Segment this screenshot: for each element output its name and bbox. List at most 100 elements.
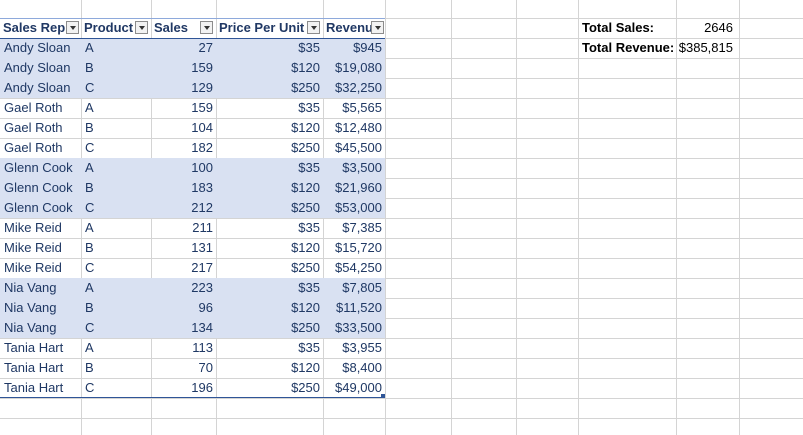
cell-sales-rep[interactable]: Mike Reid: [4, 240, 62, 255]
cell-product[interactable]: B: [85, 180, 94, 195]
cell-product[interactable]: A: [85, 100, 94, 115]
cell-sales[interactable]: 159: [191, 100, 213, 115]
cell-revenue[interactable]: $3,955: [342, 340, 382, 355]
cell-product[interactable]: B: [85, 240, 94, 255]
cell-price[interactable]: $120: [291, 60, 320, 75]
cell-product[interactable]: A: [85, 160, 94, 175]
table-resize-handle[interactable]: [381, 394, 385, 398]
cell-sales[interactable]: 70: [198, 360, 213, 375]
cell-sales[interactable]: 113: [192, 340, 213, 355]
cell-revenue[interactable]: $53,000: [335, 200, 382, 215]
cell-sales-rep[interactable]: Mike Reid: [4, 260, 62, 275]
cell-product[interactable]: A: [85, 280, 94, 295]
cell-sales-rep[interactable]: Andy Sloan: [4, 60, 71, 75]
cell-revenue[interactable]: $21,960: [335, 180, 382, 195]
cell-price[interactable]: $250: [291, 80, 320, 95]
cell-product[interactable]: C: [85, 380, 95, 395]
cell-sales-rep[interactable]: Andy Sloan: [4, 80, 71, 95]
cell-price[interactable]: $35: [298, 220, 320, 235]
cell-product[interactable]: B: [85, 300, 94, 315]
cell-revenue[interactable]: $33,500: [335, 320, 382, 335]
cell-price[interactable]: $35: [298, 280, 320, 295]
cell-sales[interactable]: 212: [191, 200, 213, 215]
cell-revenue[interactable]: $7,385: [342, 220, 382, 235]
cell-product[interactable]: A: [85, 220, 94, 235]
cell-revenue[interactable]: $5,565: [342, 100, 382, 115]
cell-sales-rep[interactable]: Nia Vang: [4, 280, 57, 295]
cell-product[interactable]: C: [85, 140, 95, 155]
cell-revenue[interactable]: $11,520: [335, 300, 382, 315]
cell-price[interactable]: $120: [291, 300, 320, 315]
cell-price[interactable]: $120: [291, 360, 320, 375]
cell-sales-rep[interactable]: Nia Vang: [4, 320, 57, 335]
cell-sales-rep[interactable]: Glenn Cook: [4, 200, 73, 215]
cell-revenue[interactable]: $49,000: [335, 380, 382, 395]
cell-sales-rep[interactable]: Andy Sloan: [4, 40, 71, 55]
cell-sales[interactable]: 223: [191, 280, 213, 295]
cell-sales-rep[interactable]: Nia Vang: [4, 300, 57, 315]
cell-sales[interactable]: 182: [191, 140, 213, 155]
cell-sales-rep[interactable]: Gael Roth: [4, 100, 63, 115]
filter-dropdown-icon[interactable]: [307, 21, 320, 34]
cell-sales-rep[interactable]: Tania Hart: [4, 340, 64, 355]
cell-price[interactable]: $35: [298, 340, 320, 355]
cell-sales[interactable]: 104: [191, 120, 213, 135]
cell-sales-rep[interactable]: Tania Hart: [4, 380, 64, 395]
cell-revenue[interactable]: $3,500: [342, 160, 382, 175]
cell-sales-rep[interactable]: Glenn Cook: [4, 160, 73, 175]
cell-sales-rep[interactable]: Mike Reid: [4, 220, 62, 235]
cell-price[interactable]: $120: [291, 120, 320, 135]
cell-revenue[interactable]: $945: [353, 40, 382, 55]
cell-price[interactable]: $35: [298, 40, 320, 55]
cell-product[interactable]: A: [85, 40, 94, 55]
cell-price[interactable]: $250: [291, 260, 320, 275]
cell-revenue[interactable]: $7,805: [342, 280, 382, 295]
cell-sales[interactable]: 183: [191, 180, 213, 195]
cell-sales[interactable]: 196: [191, 380, 213, 395]
cell-sales-rep[interactable]: Glenn Cook: [4, 180, 73, 195]
cell-sales[interactable]: 217: [191, 260, 213, 275]
cell-sales-rep[interactable]: Tania Hart: [4, 360, 64, 375]
cell-price[interactable]: $120: [291, 240, 320, 255]
filter-dropdown-icon[interactable]: [66, 21, 79, 34]
cell-sales[interactable]: 211: [192, 220, 213, 235]
header-revenue[interactable]: Revenu: [323, 18, 385, 38]
cell-product[interactable]: C: [85, 320, 95, 335]
cell-revenue[interactable]: $12,480: [335, 120, 382, 135]
cell-sales-rep[interactable]: Gael Roth: [4, 140, 63, 155]
filter-dropdown-icon[interactable]: [200, 21, 213, 34]
cell-sales[interactable]: 131: [191, 240, 213, 255]
cell-sales[interactable]: 27: [198, 40, 213, 55]
cell-price[interactable]: $250: [291, 140, 320, 155]
cell-revenue[interactable]: $8,400: [342, 360, 382, 375]
cell-price[interactable]: $120: [291, 180, 320, 195]
cell-price[interactable]: $250: [291, 380, 320, 395]
cell-product[interactable]: A: [85, 340, 94, 355]
cell-revenue[interactable]: $54,250: [335, 260, 382, 275]
cell-sales[interactable]: 96: [198, 300, 213, 315]
cell-revenue[interactable]: $45,500: [335, 140, 382, 155]
cell-price[interactable]: $250: [291, 200, 320, 215]
header-price-per-unit[interactable]: Price Per Unit: [216, 18, 323, 38]
header-sales-rep[interactable]: Sales Rep: [0, 18, 81, 38]
header-sales[interactable]: Sales: [151, 18, 216, 38]
cell-product[interactable]: C: [85, 260, 95, 275]
cell-sales[interactable]: 134: [191, 320, 213, 335]
cell-product[interactable]: B: [85, 60, 94, 75]
filter-dropdown-icon[interactable]: [135, 21, 148, 34]
cell-revenue[interactable]: $19,080: [335, 60, 382, 75]
cell-revenue[interactable]: $32,250: [335, 80, 382, 95]
total-revenue-value[interactable]: $385,815: [678, 40, 733, 55]
header-product[interactable]: Product: [81, 18, 151, 38]
cell-product[interactable]: C: [85, 80, 95, 95]
cell-price[interactable]: $35: [298, 160, 320, 175]
cell-product[interactable]: B: [85, 360, 94, 375]
cell-price[interactable]: $35: [298, 100, 320, 115]
cell-sales-rep[interactable]: Gael Roth: [4, 120, 63, 135]
cell-sales[interactable]: 129: [191, 80, 213, 95]
cell-product[interactable]: C: [85, 200, 95, 215]
cell-product[interactable]: B: [85, 120, 94, 135]
cell-sales[interactable]: 100: [191, 160, 213, 175]
cell-sales[interactable]: 159: [191, 60, 213, 75]
cell-price[interactable]: $250: [291, 320, 320, 335]
